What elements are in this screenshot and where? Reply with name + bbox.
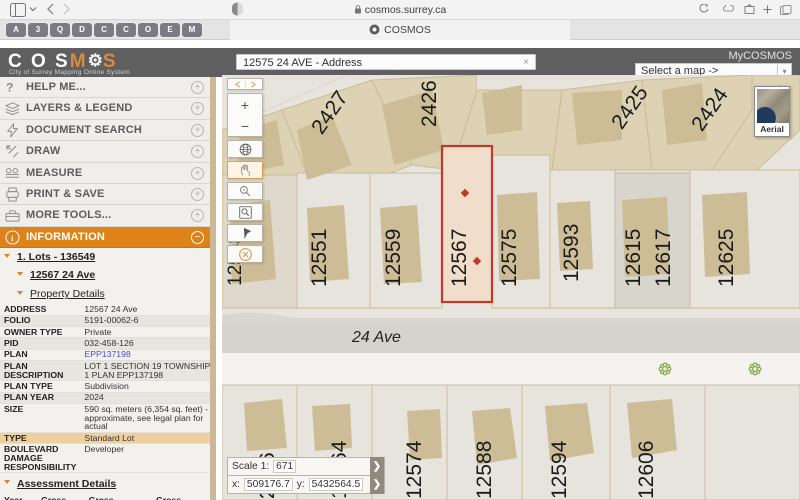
svg-text:i: i: [11, 233, 14, 243]
svg-text:?: ?: [6, 80, 14, 94]
